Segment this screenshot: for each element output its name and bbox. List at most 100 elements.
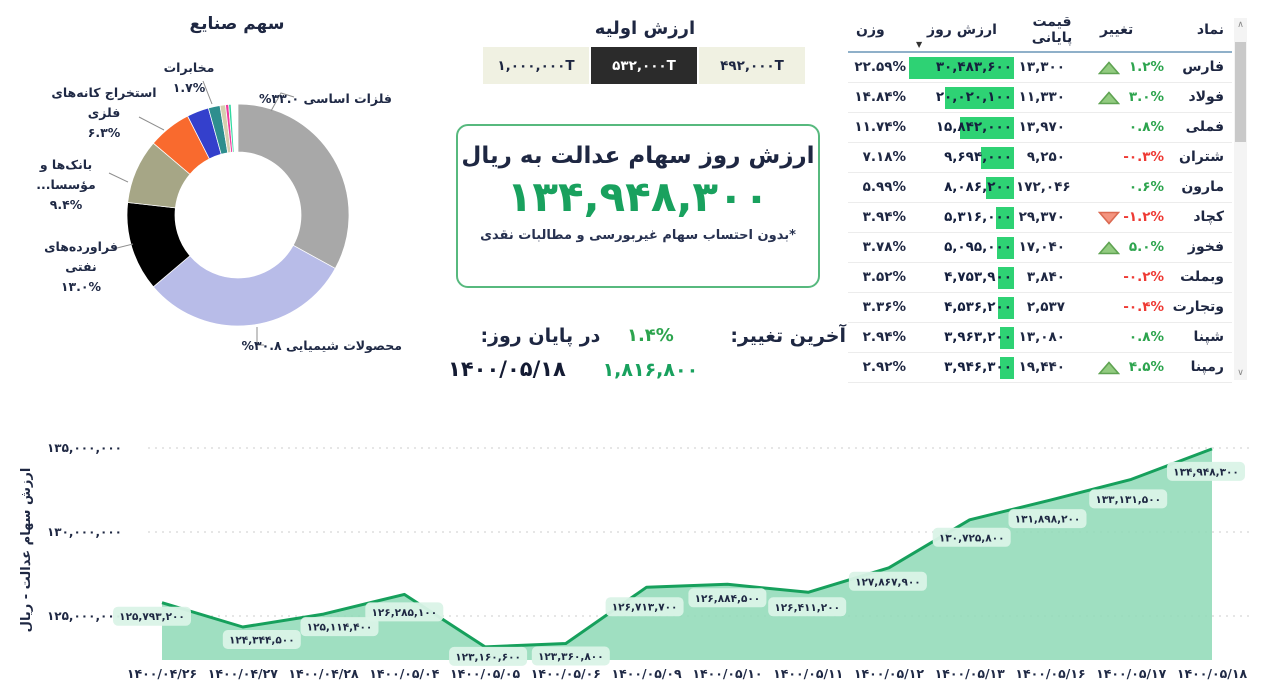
- symbol-cell: فخوز: [1174, 232, 1232, 263]
- data-label-bg: [848, 571, 927, 591]
- x-tick-label: ۱۴۰۰/۰۵/۰۵: [450, 666, 521, 681]
- donut-segment-محصولات شیمیایی[interactable]: [152, 244, 336, 327]
- justice-value-trend-chart: ۱۲۵,۰۰۰,۰۰۰ ۱۳۰,۰۰۰,۰۰۰ ۱۳۵,۰۰۰,۰۰۰ ارزش سه…: [19, 441, 1250, 681]
- table-scrollbar[interactable]: ∧ ∨: [1234, 18, 1247, 380]
- y-tick-label: ۱۲۵,۰۰۰,۰۰۰: [47, 609, 122, 623]
- closing-price-cell: ۲۹,۳۷۰: [1016, 202, 1088, 233]
- justice-value-footnote: *بدون احتساب سهام غیربورسی و مطالبات نقد…: [480, 228, 796, 243]
- header-change[interactable]: تغییر: [1088, 8, 1174, 53]
- x-tick-label: ۱۴۰۰/۰۵/۱۶: [1015, 666, 1085, 681]
- change-cell: -۰.۲%: [1088, 262, 1174, 293]
- header-weight[interactable]: وزن: [848, 8, 908, 53]
- initial-value-option[interactable]: ۵۳۲,۰۰۰T: [591, 47, 697, 84]
- data-label: ۱۲۶,۴۱۱,۲۰۰: [774, 602, 840, 614]
- summary-panel: ارزش اولیه ۱,۰۰۰,۰۰۰T ۵۳۲,۰۰۰T ۴۹۲,۰۰۰T ار…: [440, 0, 852, 424]
- header-symbol[interactable]: نماد: [1174, 8, 1232, 53]
- donut-chart-title: سهم صنایع: [189, 14, 285, 34]
- weight-cell: ۲.۹۲%: [848, 352, 908, 383]
- x-tick-label: ۱۴۰۰/۰۵/۱۱: [773, 666, 843, 681]
- value-bar: [995, 206, 1014, 229]
- day-value-cell: ۹,۶۹۴,۰۰۰: [908, 142, 1016, 173]
- initial-value-option[interactable]: ۱,۰۰۰,۰۰۰T: [483, 47, 589, 84]
- donut-label: استخراج کانه‌های فلزی ۶.۳%: [51, 85, 157, 140]
- donut-label: فلزات اساسی ۳۳.۰%: [259, 91, 392, 106]
- data-label-bg: [113, 606, 191, 626]
- up-triangle-icon: [1098, 240, 1120, 254]
- change-cell: ۳.۰%: [1088, 82, 1174, 113]
- day-value-cell: ۴,۷۵۳,۹۰۰: [908, 262, 1016, 293]
- value-bar: [997, 266, 1014, 289]
- last-change-row: آخرین تغییر: ۱.۴% ۱,۸۱۶,۸۰۰ در پایان روز…: [448, 325, 846, 381]
- closing-price-cell: ۱۳,۹۷۰: [1016, 112, 1088, 143]
- change-cell: -۰.۳%: [1088, 142, 1174, 173]
- header-day-value[interactable]: ارزش روز ▼: [908, 8, 1016, 53]
- label-connector-line: [138, 116, 165, 131]
- table-row[interactable]: فولاد ۳.۰% ۱۱,۳۳۰ ۲۰,۰۲۰,۱۰۰ ۱۴.۸۴%: [848, 82, 1232, 113]
- initial-value-option[interactable]: ۴۹۲,۰۰۰T: [699, 47, 805, 84]
- area-fill[interactable]: [162, 448, 1212, 660]
- last-change-label: آخرین تغییر:: [730, 325, 846, 347]
- data-label: ۱۲۳,۳۶۰,۸۰۰: [538, 651, 604, 663]
- table-row[interactable]: کچاد -۱.۲% ۲۹,۳۷۰ ۵,۳۱۶,۰۰۰ ۳.۹۴%: [848, 202, 1232, 233]
- last-change-amount: ۱,۸۱۶,۸۰۰: [602, 359, 699, 381]
- data-label: ۱۳۳,۱۳۱,۵۰۰: [1095, 494, 1161, 506]
- holdings-panel: نماد تغییر قیمت پایانی ارزش روز ▼ وزن فار…: [848, 8, 1248, 390]
- table-row[interactable]: شتران -۰.۳% ۹,۲۵۰ ۹,۶۹۴,۰۰۰ ۷.۱۸%: [848, 142, 1232, 173]
- x-tick-label: ۱۴۰۰/۰۵/۱۷: [1096, 666, 1167, 681]
- change-cell: ۴.۵%: [1088, 352, 1174, 383]
- scroll-up-icon[interactable]: ∧: [1237, 20, 1244, 30]
- closing-price-cell: ۱۳,۳۰۰: [1016, 52, 1088, 83]
- header-closing-price[interactable]: قیمت پایانی: [1016, 8, 1088, 53]
- data-label-bg: [932, 527, 1011, 547]
- day-value-cell: ۳,۹۴۶,۳۰۰: [908, 352, 1016, 383]
- weight-cell: ۵.۹۹%: [848, 172, 908, 203]
- closing-price-cell: ۳,۸۴۰: [1016, 262, 1088, 293]
- weight-cell: ۳.۹۴%: [848, 202, 908, 233]
- day-value-cell: ۱۵,۸۴۲,۰۰۰: [908, 112, 1016, 143]
- value-bar: [1000, 326, 1014, 349]
- value-bar: [986, 176, 1014, 199]
- weight-cell: ۱۴.۸۴%: [848, 82, 908, 113]
- table-row[interactable]: شپنا ۰.۸% ۱۳,۰۸۰ ۳,۹۶۳,۲۰۰ ۲.۹۴%: [848, 322, 1232, 353]
- weight-cell: ۲.۹۴%: [848, 322, 908, 353]
- closing-price-cell: ۱۷,۰۴۰: [1016, 232, 1088, 263]
- table-row[interactable]: فخوز ۵.۰% ۱۷,۰۴۰ ۵,۰۹۵,۰۰۰ ۳.۷۸%: [848, 232, 1232, 263]
- up-triangle-icon: [1098, 61, 1120, 75]
- day-value-cell: ۸,۰۸۶,۲۰۰: [908, 172, 1016, 203]
- table-row[interactable]: فارس ۱.۲% ۱۳,۳۰۰ ۳۰,۴۸۳,۶۰۰ ۲۲.۵۹%: [848, 52, 1232, 83]
- table-row[interactable]: فملی ۰.۸% ۱۳,۹۷۰ ۱۵,۸۴۲,۰۰۰ ۱۱.۷۴%: [848, 112, 1232, 143]
- value-bar: [980, 146, 1014, 169]
- donut-segment-other[interactable]: [228, 103, 235, 153]
- scrollbar-thumb[interactable]: [1235, 42, 1246, 142]
- symbol-cell: رمپنا: [1174, 352, 1232, 383]
- table-row[interactable]: وتجارت -۰.۴% ۲,۵۳۷ ۴,۵۳۶,۲۰۰ ۳.۳۶%: [848, 292, 1232, 323]
- label-connector-line: [108, 172, 129, 183]
- table-row[interactable]: مارون ۰.۶% ۱۷۲,۰۴۶ ۸,۰۸۶,۲۰۰ ۵.۹۹%: [848, 172, 1232, 203]
- symbol-cell: شپنا: [1174, 322, 1232, 353]
- closing-price-cell: ۱۹,۴۴۰: [1016, 352, 1088, 383]
- weight-cell: ۳.۳۶%: [848, 292, 908, 323]
- data-label: ۱۳۴,۹۴۸,۳۰۰: [1173, 466, 1239, 478]
- x-tick-label: ۱۴۰۰/۰۴/۲۷: [208, 666, 279, 681]
- symbol-cell: کچاد: [1174, 202, 1232, 233]
- table-row[interactable]: وبملت -۰.۲% ۳,۸۴۰ ۴,۷۵۳,۹۰۰ ۳.۵۲%: [848, 262, 1232, 293]
- data-label-bg: [531, 646, 610, 666]
- data-label: ۱۲۵,۷۹۳,۲۰۰: [119, 611, 185, 623]
- data-label-bg: [449, 646, 528, 666]
- weight-cell: ۷.۱۸%: [848, 142, 908, 173]
- donut-segment-فلزات اساسی[interactable]: [237, 103, 350, 269]
- symbol-cell: مارون: [1174, 172, 1232, 203]
- x-tick-label: ۱۴۰۰/۰۵/۱۸: [1177, 666, 1248, 681]
- data-label-bg: [222, 630, 301, 649]
- scroll-down-icon[interactable]: ∨: [1237, 368, 1244, 378]
- value-bar: [959, 116, 1014, 139]
- x-tick-label: ۱۴۰۰/۰۵/۱۲: [854, 666, 925, 681]
- value-bar: [998, 296, 1014, 319]
- up-triangle-icon: [1098, 360, 1120, 374]
- value-bar: [945, 86, 1014, 109]
- symbol-cell: فملی: [1174, 112, 1232, 143]
- label-connector-line: [256, 327, 264, 346]
- last-change-percent: ۱.۴%: [626, 325, 674, 346]
- table-row[interactable]: رمپنا ۴.۵% ۱۹,۴۴۰ ۳,۹۴۶,۳۰۰ ۲.۹۲%: [848, 352, 1232, 383]
